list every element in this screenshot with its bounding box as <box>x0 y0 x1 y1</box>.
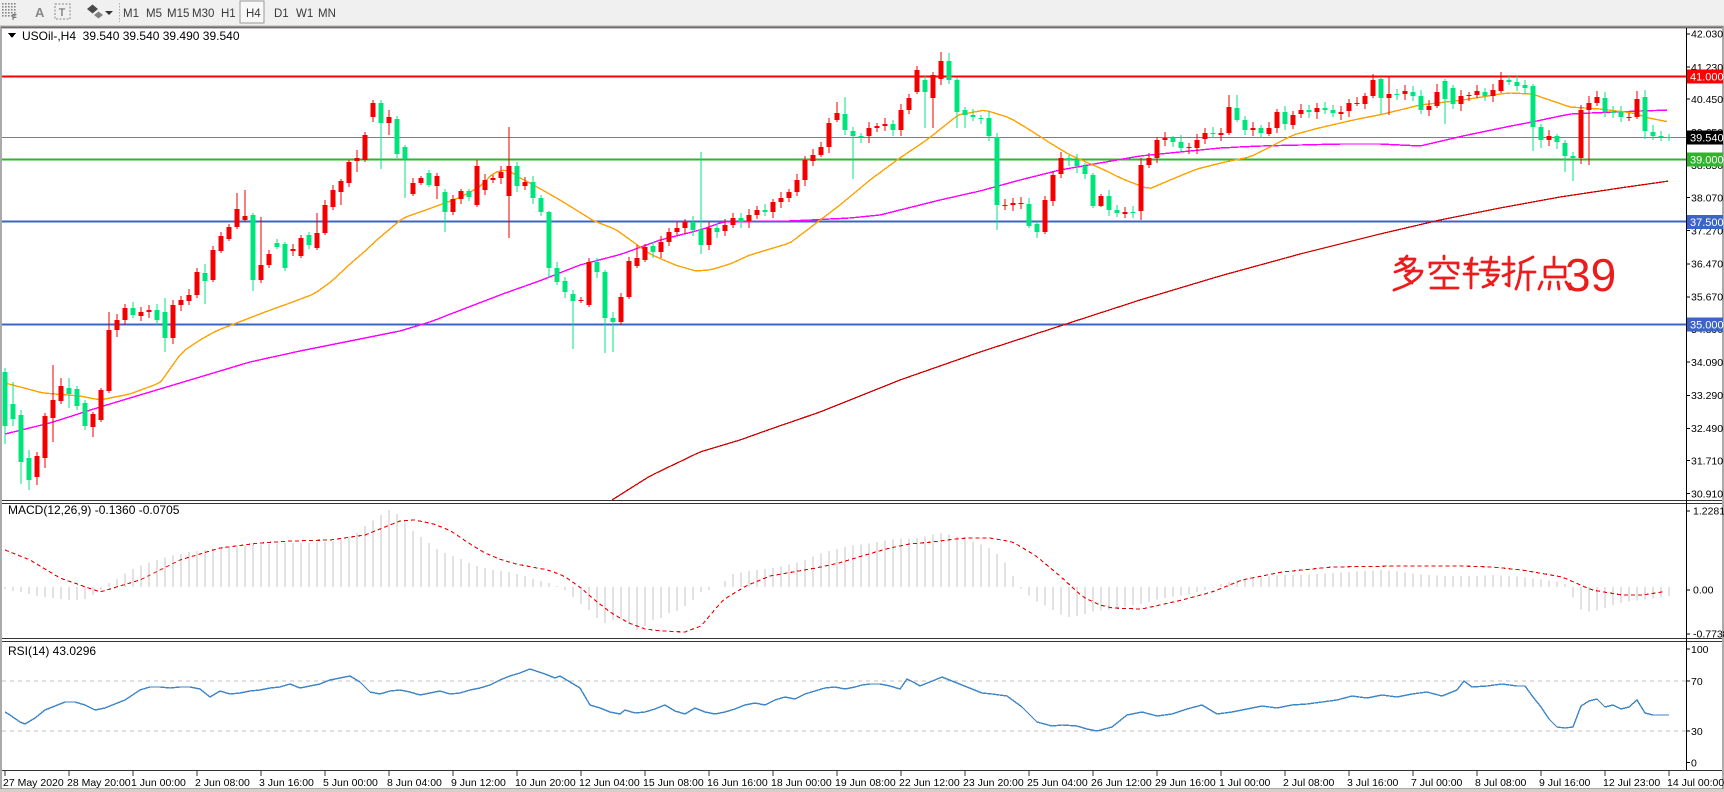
svg-text:MN: MN <box>318 8 336 20</box>
svg-text:29 Jun 16:00: 29 Jun 16:00 <box>1155 777 1216 789</box>
svg-text:T: T <box>59 7 66 19</box>
svg-text:22 Jun 12:00: 22 Jun 12:00 <box>899 777 960 789</box>
svg-text:12 Jun 04:00: 12 Jun 04:00 <box>579 777 640 789</box>
svg-text:32.490: 32.490 <box>1691 423 1723 435</box>
svg-text:3 Jun 16:00: 3 Jun 16:00 <box>259 777 314 789</box>
svg-text:31.710: 31.710 <box>1691 455 1723 467</box>
svg-text:16 Jun 16:00: 16 Jun 16:00 <box>707 777 768 789</box>
svg-text:23 Jun 20:00: 23 Jun 20:00 <box>963 777 1024 789</box>
svg-text:5 Jun 00:00: 5 Jun 00:00 <box>323 777 378 789</box>
svg-text:9 Jun 12:00: 9 Jun 12:00 <box>451 777 506 789</box>
svg-text:H4: H4 <box>246 8 261 20</box>
svg-text:30.910: 30.910 <box>1691 489 1723 501</box>
svg-text:10 Jun 20:00: 10 Jun 20:00 <box>515 777 576 789</box>
svg-text:26 Jun 12:00: 26 Jun 12:00 <box>1091 777 1152 789</box>
svg-text:28 May 20:00: 28 May 20:00 <box>67 777 131 789</box>
svg-text:D1: D1 <box>274 8 289 20</box>
svg-text:F: F <box>12 13 17 22</box>
svg-text:8 Jun 04:00: 8 Jun 04:00 <box>387 777 442 789</box>
svg-text:100: 100 <box>1691 644 1709 656</box>
svg-text:0.00: 0.00 <box>1693 585 1714 597</box>
svg-text:M30: M30 <box>192 8 214 20</box>
svg-text:39: 39 <box>1565 254 1616 298</box>
svg-text:A: A <box>35 5 45 20</box>
svg-text:M15: M15 <box>167 8 189 20</box>
svg-text:W1: W1 <box>296 8 313 20</box>
svg-text:USOil-,H4 39.540 39.540 39.49: USOil-,H4 39.540 39.540 39.490 39.540 <box>22 29 240 43</box>
svg-text:MACD(12,26,9) -0.1360 -0.0705: MACD(12,26,9) -0.1360 -0.0705 <box>8 503 180 517</box>
svg-text:3 Jul 16:00: 3 Jul 16:00 <box>1347 777 1399 789</box>
svg-text:0: 0 <box>1691 757 1697 769</box>
svg-text:H1: H1 <box>221 8 236 20</box>
svg-text:30: 30 <box>1691 726 1703 738</box>
svg-text:25 Jun 04:00: 25 Jun 04:00 <box>1027 777 1088 789</box>
svg-text:39.540: 39.540 <box>1690 133 1724 145</box>
svg-text:38.070: 38.070 <box>1691 192 1723 204</box>
svg-text:35.000: 35.000 <box>1690 320 1724 332</box>
svg-text:2 Jun 08:00: 2 Jun 08:00 <box>195 777 250 789</box>
svg-text:14 Jul 00:00: 14 Jul 00:00 <box>1667 777 1724 789</box>
svg-text:2 Jul 08:00: 2 Jul 08:00 <box>1283 777 1335 789</box>
svg-text:39.000: 39.000 <box>1690 155 1724 167</box>
svg-text:27 May 2020: 27 May 2020 <box>3 777 64 789</box>
svg-text:7 Jul 00:00: 7 Jul 00:00 <box>1411 777 1463 789</box>
svg-text:41.000: 41.000 <box>1690 72 1724 84</box>
svg-text:9 Jul 16:00: 9 Jul 16:00 <box>1539 777 1591 789</box>
svg-text:1.2281: 1.2281 <box>1693 506 1724 518</box>
svg-text:36.470: 36.470 <box>1691 259 1723 271</box>
svg-text:8 Jul 08:00: 8 Jul 08:00 <box>1475 777 1527 789</box>
svg-text:M1: M1 <box>123 8 139 20</box>
svg-text:12 Jul 23:00: 12 Jul 23:00 <box>1603 777 1660 789</box>
svg-text:1 Jul 00:00: 1 Jul 00:00 <box>1219 777 1271 789</box>
svg-text:18 Jun 00:00: 18 Jun 00:00 <box>771 777 832 789</box>
svg-text:33.290: 33.290 <box>1691 390 1723 402</box>
svg-text:40.450: 40.450 <box>1691 94 1723 106</box>
svg-text:RSI(14) 43.0296: RSI(14) 43.0296 <box>8 644 96 658</box>
svg-text:37.500: 37.500 <box>1690 217 1724 229</box>
svg-text:15 Jun 08:00: 15 Jun 08:00 <box>643 777 704 789</box>
svg-text:42.030: 42.030 <box>1691 29 1723 41</box>
svg-text:70: 70 <box>1691 676 1703 688</box>
svg-text:34.090: 34.090 <box>1691 357 1723 369</box>
svg-text:-0.7738: -0.7738 <box>1693 629 1724 641</box>
svg-text:35.670: 35.670 <box>1691 292 1723 304</box>
svg-text:19 Jun 08:00: 19 Jun 08:00 <box>835 777 896 789</box>
svg-text:1 Jun 00:00: 1 Jun 00:00 <box>131 777 186 789</box>
svg-text:M5: M5 <box>146 8 162 20</box>
